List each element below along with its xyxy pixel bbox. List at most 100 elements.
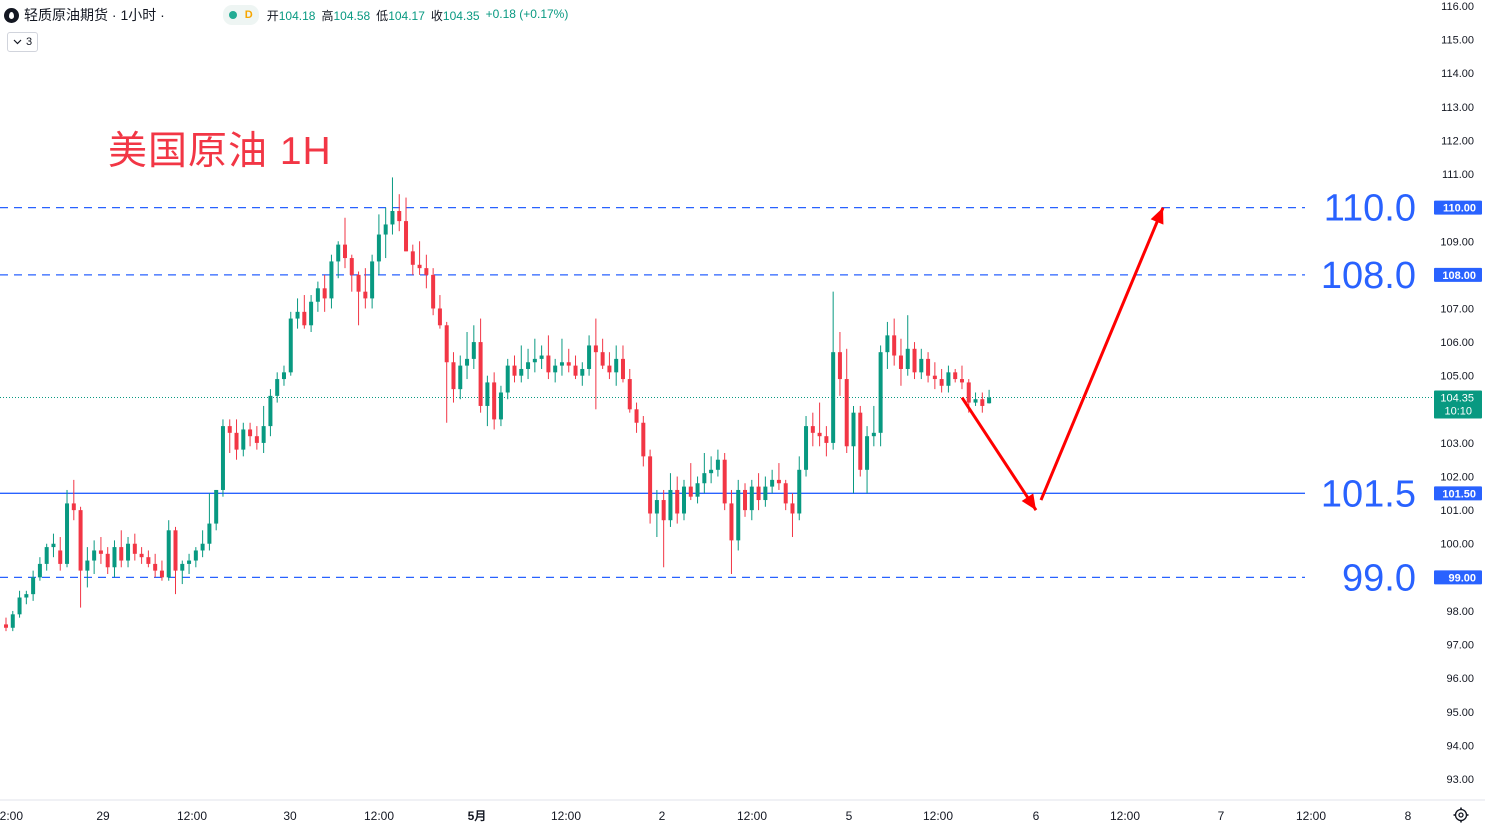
candle[interactable] xyxy=(885,321,890,369)
candle[interactable] xyxy=(261,405,266,453)
candle[interactable] xyxy=(682,479,686,521)
candle[interactable] xyxy=(715,449,720,477)
candle[interactable] xyxy=(98,537,103,564)
candle[interactable] xyxy=(919,348,924,380)
candle[interactable] xyxy=(404,197,409,252)
candle[interactable] xyxy=(580,362,585,386)
level-big-label[interactable]: 110.0 xyxy=(1324,188,1416,230)
candle[interactable] xyxy=(4,617,8,632)
candle[interactable] xyxy=(295,298,300,329)
candle[interactable] xyxy=(24,590,29,605)
candle[interactable] xyxy=(898,338,903,386)
candle[interactable] xyxy=(383,207,388,259)
candle[interactable] xyxy=(173,526,178,595)
candle[interactable] xyxy=(797,456,802,521)
indicators-toggle-button[interactable]: 3 xyxy=(7,32,39,52)
candle[interactable] xyxy=(220,419,225,497)
candle[interactable] xyxy=(587,335,592,376)
candle[interactable] xyxy=(837,332,842,396)
candle[interactable] xyxy=(668,473,673,527)
candle[interactable] xyxy=(397,194,402,232)
level-axis-badge[interactable] xyxy=(1434,570,1482,585)
candle[interactable] xyxy=(831,291,836,450)
candle[interactable] xyxy=(146,550,151,568)
candle[interactable] xyxy=(959,365,964,390)
candle[interactable] xyxy=(614,345,619,386)
candle[interactable] xyxy=(926,352,931,383)
candle[interactable] xyxy=(370,254,375,309)
candle[interactable] xyxy=(729,489,734,574)
annotation-title[interactable]: 美国原油 1H xyxy=(108,130,332,173)
candle[interactable] xyxy=(878,345,883,447)
candle[interactable] xyxy=(743,483,748,517)
candle[interactable] xyxy=(953,368,958,383)
candle[interactable] xyxy=(119,530,124,568)
candle[interactable] xyxy=(675,476,680,524)
candle[interactable] xyxy=(688,463,693,501)
candle[interactable] xyxy=(451,352,456,403)
candle[interactable] xyxy=(275,372,280,403)
candle[interactable] xyxy=(492,372,497,430)
candle[interactable] xyxy=(824,426,829,457)
candle[interactable] xyxy=(620,345,625,383)
candle[interactable] xyxy=(241,422,246,457)
candle[interactable] xyxy=(573,355,578,380)
candle[interactable] xyxy=(519,345,524,383)
candle[interactable] xyxy=(268,389,273,437)
candle[interactable] xyxy=(858,405,863,477)
candle[interactable] xyxy=(315,281,320,312)
candle[interactable] xyxy=(946,365,951,393)
candle[interactable] xyxy=(444,321,449,423)
candle[interactable] xyxy=(44,543,49,571)
candle[interactable] xyxy=(126,537,131,568)
candle[interactable] xyxy=(10,610,15,632)
candle[interactable] xyxy=(973,392,978,406)
candle[interactable] xyxy=(559,338,564,376)
candle[interactable] xyxy=(736,479,741,551)
candle[interactable] xyxy=(431,268,436,316)
candle[interactable] xyxy=(844,348,849,453)
candle[interactable] xyxy=(281,365,286,386)
candle[interactable] xyxy=(783,479,788,511)
candle[interactable] xyxy=(85,547,90,588)
candle[interactable] xyxy=(58,537,63,571)
candle[interactable] xyxy=(112,540,117,578)
candle[interactable] xyxy=(756,473,761,511)
level-axis-badge[interactable] xyxy=(1434,267,1482,282)
candle[interactable] xyxy=(722,452,727,511)
candle[interactable] xyxy=(390,177,395,235)
candle[interactable] xyxy=(51,533,56,558)
candle[interactable] xyxy=(92,540,97,574)
candle[interactable] xyxy=(376,214,381,275)
candle[interactable] xyxy=(526,348,531,380)
candle[interactable] xyxy=(627,368,632,413)
candle[interactable] xyxy=(71,479,76,521)
candle[interactable] xyxy=(709,456,714,484)
level-big-label[interactable]: 108.0 xyxy=(1321,255,1416,297)
level-axis-badge[interactable] xyxy=(1434,200,1482,215)
candle[interactable] xyxy=(200,530,205,558)
candle[interactable] xyxy=(498,385,503,427)
candle[interactable] xyxy=(912,342,917,380)
candle[interactable] xyxy=(336,241,341,279)
candle[interactable] xyxy=(505,358,510,400)
candle[interactable] xyxy=(132,533,137,561)
candle[interactable] xyxy=(207,493,212,551)
candle[interactable] xyxy=(343,217,347,269)
level-big-label[interactable]: 101.5 xyxy=(1321,473,1416,515)
candle[interactable] xyxy=(227,419,232,453)
candle[interactable] xyxy=(465,332,470,380)
candle[interactable] xyxy=(654,489,659,538)
symbol-title[interactable]: 轻质原油期货 · 1小时 · xyxy=(24,7,165,23)
candle[interactable] xyxy=(634,402,639,433)
candle[interactable] xyxy=(553,358,558,383)
candle[interactable] xyxy=(865,426,870,494)
candle[interactable] xyxy=(417,241,422,275)
candle[interactable] xyxy=(512,355,517,383)
candle[interactable] xyxy=(302,295,307,329)
candle[interactable] xyxy=(254,426,259,450)
candle[interactable] xyxy=(485,375,490,427)
candle[interactable] xyxy=(159,560,164,581)
candle[interactable] xyxy=(661,489,666,568)
